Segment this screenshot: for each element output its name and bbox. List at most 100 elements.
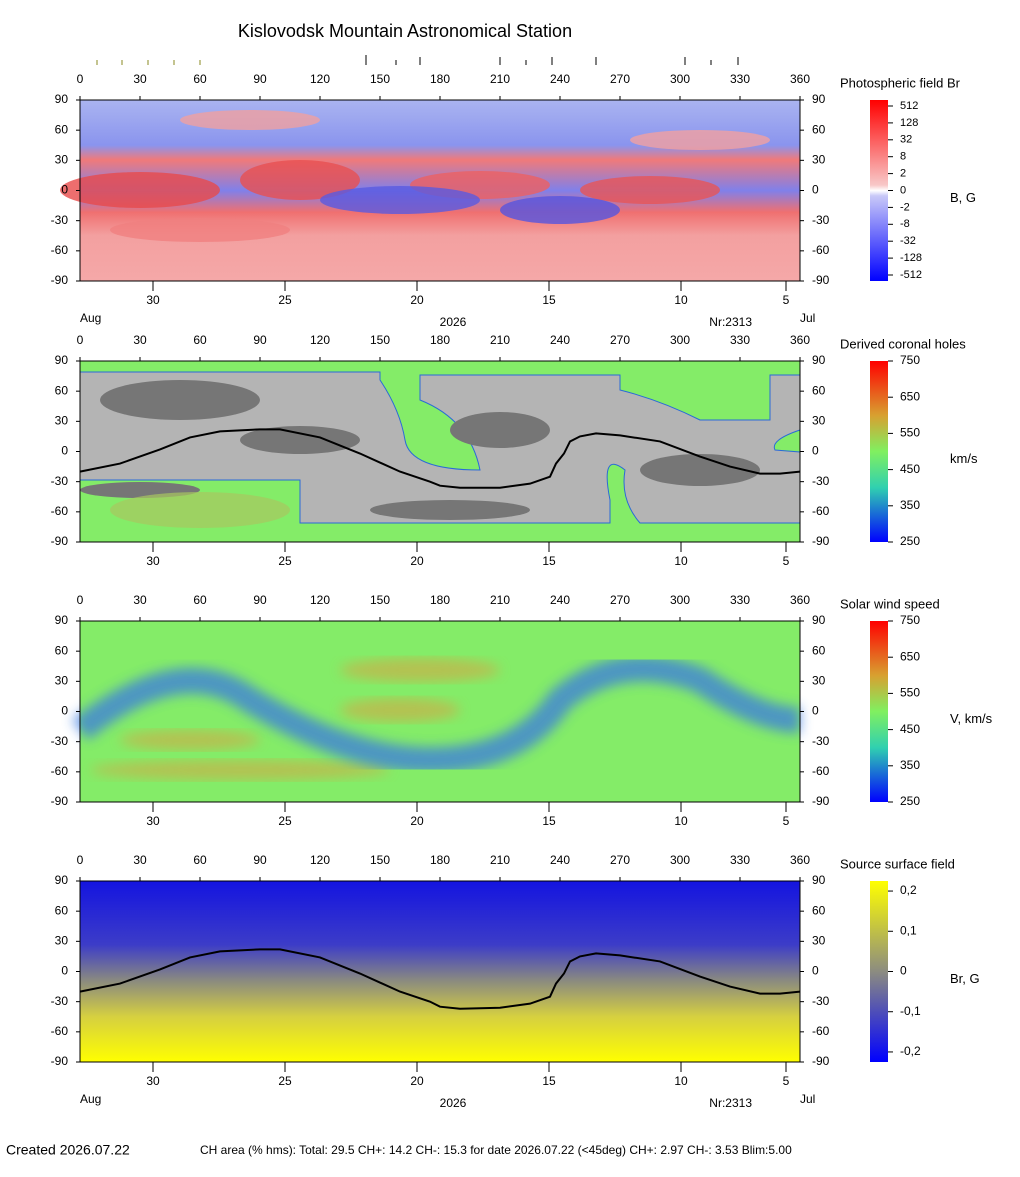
x-tick-label: 210: [490, 593, 510, 607]
y-tick-label-right: -30: [812, 213, 830, 227]
x-tick-label: 270: [610, 333, 630, 347]
date-tick-label: 5: [783, 554, 790, 568]
y-tick-label-right: 90: [812, 92, 826, 106]
y-tick-label: 90: [55, 92, 69, 106]
date-tick-label: 15: [542, 554, 556, 568]
colorbar-tick-label: -0,1: [900, 1004, 921, 1018]
y-tick-label: -30: [51, 734, 69, 748]
map-patch: [100, 380, 260, 420]
x-tick-label: 330: [730, 333, 750, 347]
colorbar-title: Photospheric field Br: [840, 75, 961, 90]
y-tick-label-right: -30: [812, 474, 830, 488]
x-tick-label: 330: [730, 853, 750, 867]
date-tick-label: 20: [410, 293, 424, 307]
y-tick-label-right: 60: [812, 643, 826, 657]
x-tick-label: 360: [790, 853, 810, 867]
colorbar-unit: Br, G: [950, 971, 980, 986]
y-tick-label: 60: [55, 122, 69, 136]
y-tick-label-right: -90: [812, 273, 830, 287]
date-tick-label: 5: [783, 1074, 790, 1088]
y-tick-label-right: 0: [812, 964, 819, 978]
y-tick-label: -60: [51, 504, 69, 518]
x-tick-label: 120: [310, 333, 330, 347]
map-patch: [110, 218, 290, 242]
y-tick-label-right: -60: [812, 1024, 830, 1038]
observation-marks: [96, 55, 739, 65]
date-tick-label: 25: [278, 1074, 292, 1088]
y-tick-label: 0: [61, 183, 68, 197]
x-tick-label: 210: [490, 72, 510, 86]
map-patch: [340, 658, 500, 682]
x-tick-label: 30: [133, 593, 147, 607]
x-tick-label: 300: [670, 593, 690, 607]
colorbar-tick-label: 750: [900, 613, 920, 627]
coronal-region: [79, 371, 801, 524]
date-tick-label: 15: [542, 1074, 556, 1088]
x-tick-label: 270: [610, 72, 630, 86]
map-patch: [240, 426, 360, 454]
rotation-label: Nr:2313: [709, 1096, 752, 1110]
y-tick-label: 30: [55, 674, 69, 688]
x-tick-label: 120: [310, 593, 330, 607]
y-tick-label: -90: [51, 273, 69, 287]
month-label: Aug: [80, 311, 101, 325]
x-tick-label: 90: [253, 853, 267, 867]
x-tick-label: 360: [790, 333, 810, 347]
y-tick-label-right: 90: [812, 873, 826, 887]
x-tick-label: 150: [370, 333, 390, 347]
y-tick-label: 0: [61, 704, 68, 718]
ch-area-label: CH area (% hms): Total: 29.5 CH+: 14.2 C…: [200, 1143, 792, 1157]
x-tick-label: 180: [430, 333, 450, 347]
date-tick-label: 20: [410, 814, 424, 828]
y-tick-label-right: 60: [812, 122, 826, 136]
y-tick-label: -30: [51, 994, 69, 1008]
month-label: Jul: [800, 311, 815, 325]
date-tick-label: 30: [146, 554, 160, 568]
colorbar-tick-label: 350: [900, 498, 920, 512]
colorbar-tick-label: 350: [900, 758, 920, 772]
x-tick-label: 60: [193, 333, 207, 347]
y-tick-label-right: -30: [812, 734, 830, 748]
colorbar-title: Solar wind speed: [840, 596, 940, 611]
date-tick-label: 15: [542, 814, 556, 828]
y-tick-label: 30: [55, 934, 69, 948]
y-tick-label-right: -90: [812, 534, 830, 548]
y-tick-label: -60: [51, 764, 69, 778]
y-tick-label-right: -60: [812, 764, 830, 778]
colorbar-tick-label: 128: [900, 117, 918, 129]
x-tick-label: 30: [133, 333, 147, 347]
x-tick-label: 270: [610, 853, 630, 867]
x-tick-label: 120: [310, 72, 330, 86]
year-label: 2026: [440, 1096, 467, 1110]
y-tick-label: -60: [51, 243, 69, 257]
date-tick-label: 25: [278, 814, 292, 828]
colorbar-tick-label: 512: [900, 100, 918, 112]
y-tick-label-right: 0: [812, 183, 819, 197]
colorbar-title: Source surface field: [840, 856, 955, 871]
x-tick-label: 300: [670, 333, 690, 347]
x-tick-label: 0: [77, 333, 84, 347]
y-tick-label: 0: [61, 444, 68, 458]
colorbar-tick-label: 550: [900, 426, 920, 440]
colorbar-tick-label: -2: [900, 201, 910, 213]
y-tick-label: 30: [55, 153, 69, 167]
x-tick-label: 60: [193, 853, 207, 867]
colorbar-tick-label: -32: [900, 235, 916, 247]
colorbar-tick-label: 8: [900, 151, 906, 163]
colorbar-tick-label: 250: [900, 534, 920, 548]
map-band: [71, 655, 801, 774]
colorbar: [870, 100, 888, 281]
y-tick-label: 0: [61, 964, 68, 978]
colorbar-tick-label: 550: [900, 686, 920, 700]
y-tick-label-right: 30: [812, 674, 826, 688]
date-tick-label: 20: [410, 554, 424, 568]
y-tick-label-right: 60: [812, 383, 826, 397]
map-patch: [120, 730, 260, 750]
y-tick-label: -30: [51, 213, 69, 227]
colorbar-tick-label: 32: [900, 134, 912, 146]
map-field: [80, 881, 800, 1062]
x-tick-label: 300: [670, 72, 690, 86]
x-tick-label: 210: [490, 853, 510, 867]
